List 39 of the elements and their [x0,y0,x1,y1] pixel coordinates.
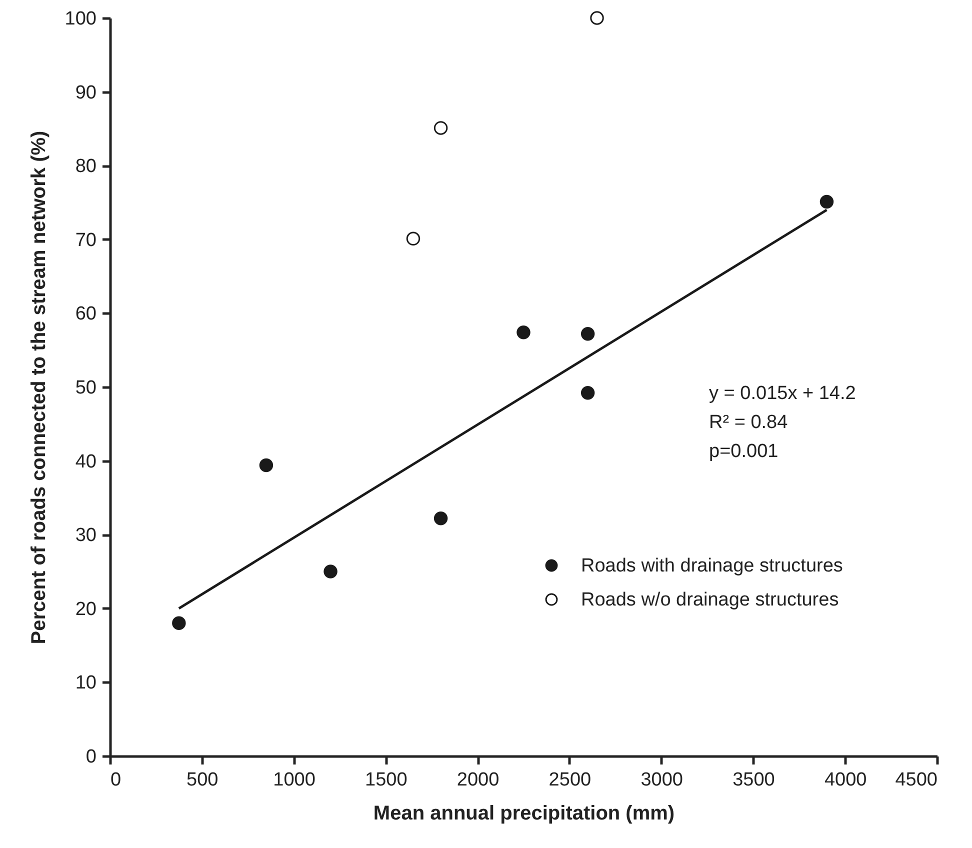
point [324,564,338,578]
point [590,11,604,25]
legend-label: Roads w/o drainage structures [581,590,839,610]
y-tick-label: 70 [75,230,96,251]
y-tick-label: 60 [75,304,96,325]
y-tick-label: 30 [75,525,96,546]
y-tick-label: 100 [64,8,96,30]
x-tick-label: 500 [186,770,218,790]
y-tick-label: 50 [75,378,96,398]
x-tick-label: 1500 [365,770,408,790]
x-tick-label: 1000 [273,770,316,790]
y-tick-label: 40 [75,451,96,472]
annotation: p=0.001 [709,441,778,462]
point [172,616,186,630]
x-tick-label: 4000 [824,770,867,790]
point [259,458,274,472]
annotation: y = 0.015x + 14.2 [709,383,856,404]
point [434,121,448,135]
point [434,512,448,526]
x-tick-label: 0 [110,770,122,790]
x-tick-label: 3500 [732,770,775,790]
legend-label: Roads with drainage structures [581,556,843,576]
x-tick-label: 3000 [640,770,683,790]
y-tick-label: 10 [75,672,96,694]
y-axis-title: Percent of roads connected to the stream network (%) [28,130,50,644]
x-tick-label: 2000 [456,770,500,790]
point [580,327,595,341]
point [516,326,530,340]
y-tick-label: 90 [75,82,96,104]
annotation: R² = 0.84 [709,412,788,433]
y-tick-label: 80 [75,156,96,178]
point [406,232,420,246]
y-tick-label: 20 [75,598,96,620]
y-tick-label: 0 [86,746,96,768]
x-axis-title: Mean annual precipitation (mm) [373,802,675,824]
x-tick-label: 2500 [548,770,592,790]
point [820,194,834,209]
point [580,386,595,400]
x-tick-label: 4500 [895,770,938,790]
